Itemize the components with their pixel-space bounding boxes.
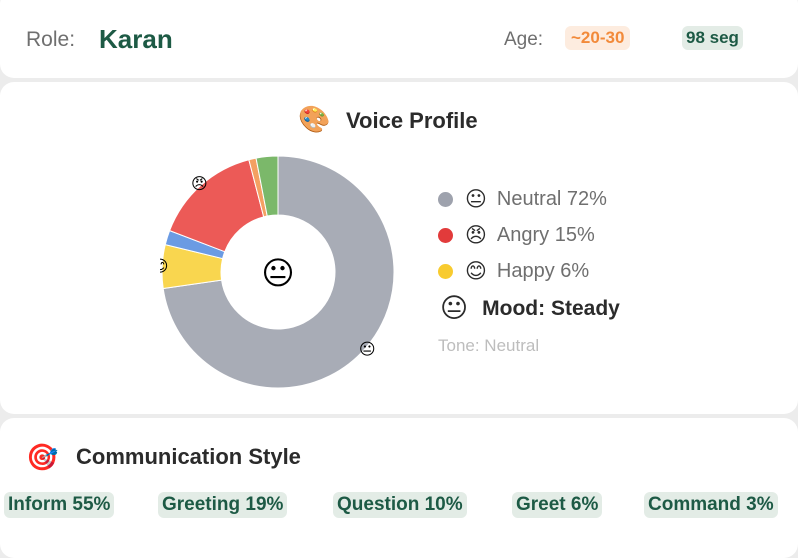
age-label: Age:	[504, 29, 544, 50]
communication-style-title: Communication Style	[76, 444, 301, 469]
style-pill-greet: Greet 6%	[512, 492, 603, 518]
legend-item-happy: 😊 Happy 6%	[438, 258, 589, 284]
mood-label: Mood: Steady	[482, 296, 620, 320]
neutral-face-icon: 😐	[440, 293, 469, 323]
donut-center-emoji: 😐	[261, 255, 294, 291]
donut-slice-minor-5	[255, 155, 279, 217]
communication-style-card	[0, 418, 798, 558]
age-badge: ~20-30	[565, 26, 631, 50]
style-pill-inform: Inform 55%	[4, 492, 115, 518]
slice-emoji-neutral: 😐	[359, 341, 376, 358]
legend-item-neutral: 😐 Neutral 72%	[438, 186, 607, 212]
role-value: Karan	[99, 24, 173, 54]
legend-item-angry: 😠 Angry 15%	[438, 222, 595, 248]
slice-emoji-happy: 😊	[160, 258, 168, 275]
mood-summary: 😐 Mood: Steady	[440, 295, 620, 322]
neutral-face-icon: 😐	[465, 187, 487, 211]
legend-label-neutral: Neutral 72%	[496, 187, 607, 210]
voice-profile-card	[0, 82, 798, 414]
legend-dot-angry	[438, 227, 453, 243]
legend-dot-neutral	[438, 191, 453, 207]
role-label: Role:	[26, 28, 76, 51]
slice-emoji-angry: 😠	[191, 176, 208, 193]
style-pill-greeting: Greeting 19%	[158, 492, 288, 518]
legend-label-angry: Angry 15%	[496, 223, 595, 246]
palette-icon: 🎨	[298, 104, 331, 134]
voice-profile-title: Voice Profile	[346, 108, 478, 133]
style-pill-question: Question 10%	[333, 492, 467, 518]
legend-dot-happy	[438, 263, 453, 279]
donut-slice-neutral	[162, 155, 395, 389]
emotion-donut-chart: 😐 😊 😠 😐	[160, 155, 395, 389]
target-icon: 🎯	[26, 442, 59, 472]
legend-label-happy: Happy 6%	[496, 259, 590, 282]
profile-header-card: Role: Karan Age: ~20-30 98 seg	[0, 0, 798, 78]
angry-face-icon: 😠	[465, 223, 487, 247]
duration-badge: 98 seg	[682, 26, 743, 50]
tone-label: Tone: Neutral	[438, 336, 540, 355]
happy-face-icon: 😊	[465, 259, 487, 283]
style-pill-command: Command 3%	[644, 492, 778, 518]
